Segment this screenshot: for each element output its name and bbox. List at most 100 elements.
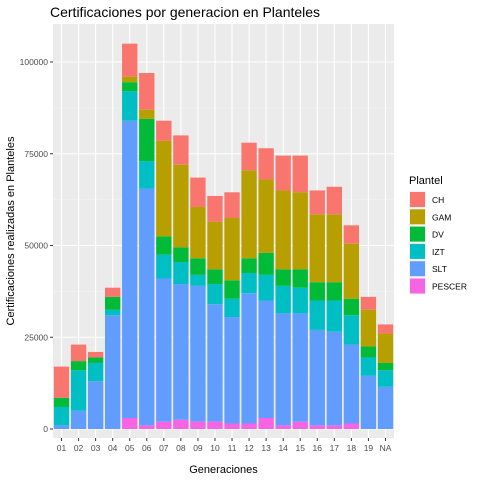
bar-segment-pescer-16 (310, 425, 325, 429)
bar-segment-izt-09 (190, 275, 205, 286)
bar-segment-ch-18 (344, 225, 359, 243)
bar-segment-ch-09 (190, 178, 205, 207)
y-tick-label: 75000 (24, 149, 48, 159)
bar-segment-izt-13 (258, 275, 273, 301)
bar-segment-ch-NA (378, 324, 393, 333)
bar-segment-slt-16 (310, 330, 325, 425)
bar-segment-dv-15 (293, 269, 308, 287)
bar-segment-izt-16 (310, 301, 325, 330)
legend-swatch-pescer (410, 279, 425, 294)
bar-segment-slt-18 (344, 345, 359, 424)
bar-segment-izt-12 (241, 273, 256, 293)
x-tick-label: 15 (295, 443, 305, 453)
bar-segment-izt-05 (122, 91, 137, 120)
bar-segment-slt-NA (378, 387, 393, 429)
bar-segment-dv-18 (344, 299, 359, 316)
bar-segment-ch-19 (361, 297, 376, 310)
bar-segment-ch-13 (258, 148, 273, 179)
bar-segment-ch-17 (327, 187, 342, 215)
bar-segment-slt-17 (327, 332, 342, 426)
bar-segment-slt-15 (293, 313, 308, 421)
bar-segment-gam-19 (361, 310, 376, 347)
bar-segment-pescer-07 (156, 422, 171, 429)
bar-segment-slt-07 (156, 279, 171, 422)
x-tick-label: 13 (261, 443, 271, 453)
bar-segment-izt-07 (156, 255, 171, 279)
legend-label-ch: CH (432, 195, 444, 205)
chart-title: Certificaciones por generacion en Plante… (50, 4, 320, 20)
bar-segment-dv-19 (361, 346, 376, 357)
bar-segment-ch-16 (310, 190, 325, 214)
bar-segment-izt-06 (139, 161, 154, 189)
bar-segment-slt-01 (54, 425, 69, 429)
bar-segment-gam-NA (378, 334, 393, 363)
x-tick-label: 03 (91, 443, 101, 453)
bar-segment-gam-14 (276, 190, 291, 269)
bar-segment-dv-11 (224, 280, 239, 298)
legend-swatch-gam (410, 209, 425, 224)
x-tick-label: 18 (347, 443, 357, 453)
x-tick-label: NA (380, 443, 392, 453)
bar-segment-izt-15 (293, 288, 308, 314)
bar-segment-dv-02 (71, 361, 86, 370)
plot-panel (53, 24, 394, 438)
bar-segment-pescer-13 (258, 418, 273, 429)
bar-segment-pescer-17 (327, 425, 342, 429)
bar-segment-gam-07 (156, 141, 171, 236)
bar-segment-izt-19 (361, 357, 376, 375)
bar-segment-gam-06 (139, 110, 154, 119)
bar-segment-slt-05 (122, 121, 137, 418)
x-tick-label: 16 (313, 443, 323, 453)
y-tick-label: 0 (43, 424, 48, 434)
bar-segment-slt-08 (173, 284, 188, 420)
bar-segment-gam-13 (258, 179, 273, 252)
bar-segment-dv-14 (276, 269, 291, 286)
bar-segment-izt-02 (71, 370, 86, 410)
bar-segment-slt-13 (258, 301, 273, 418)
x-tick-label: 12 (244, 443, 254, 453)
x-tick-label: 08 (176, 443, 186, 453)
x-tick-label: 05 (125, 443, 135, 453)
legend-title: Plantel (409, 175, 443, 187)
bar-segment-pescer-12 (241, 423, 256, 429)
bar-segment-slt-14 (276, 313, 291, 425)
bar-segment-dv-03 (88, 357, 103, 363)
legend-swatch-ch (410, 192, 425, 207)
x-tick-label: 14 (278, 443, 288, 453)
bar-segment-slt-02 (71, 411, 86, 429)
legend-label-gam: GAM (432, 212, 451, 222)
bar-segment-gam-10 (207, 222, 222, 270)
bar-segment-dv-10 (207, 269, 222, 284)
x-tick-label: 07 (159, 443, 169, 453)
bar-segment-gam-09 (190, 207, 205, 258)
bar-segment-izt-11 (224, 299, 239, 317)
x-tick-label: 17 (330, 443, 340, 453)
legend-label-pescer: PESCER (432, 282, 467, 292)
bar-segment-ch-04 (105, 288, 120, 297)
bar-segment-izt-03 (88, 363, 103, 381)
bar-segment-dv-05 (122, 82, 137, 91)
y-tick-label: 100000 (20, 57, 49, 67)
bar-segment-izt-01 (54, 407, 69, 425)
bar-segment-izt-08 (173, 262, 188, 284)
bar-segment-dv-16 (310, 282, 325, 300)
bar-segment-pescer-14 (276, 425, 291, 429)
x-tick-label: 01 (57, 443, 67, 453)
bar-segment-ch-14 (276, 156, 291, 191)
bar-segment-gam-11 (224, 218, 239, 280)
x-tick-label: 19 (364, 443, 374, 453)
bar-segment-pescer-09 (190, 422, 205, 429)
bar-segment-izt-17 (327, 301, 342, 332)
bar-segment-pescer-08 (173, 420, 188, 429)
bar-segment-ch-05 (122, 44, 137, 77)
bar-segment-ch-01 (54, 367, 69, 398)
bar-segment-dv-01 (54, 398, 69, 407)
x-tick-label: 04 (108, 443, 118, 453)
bar-segment-izt-10 (207, 284, 222, 304)
bar-segment-ch-06 (139, 73, 154, 110)
bar-segment-pescer-15 (293, 422, 308, 429)
legend-label-dv: DV (432, 230, 444, 240)
bar-segment-ch-15 (293, 156, 308, 193)
bar-segment-gam-16 (310, 214, 325, 282)
